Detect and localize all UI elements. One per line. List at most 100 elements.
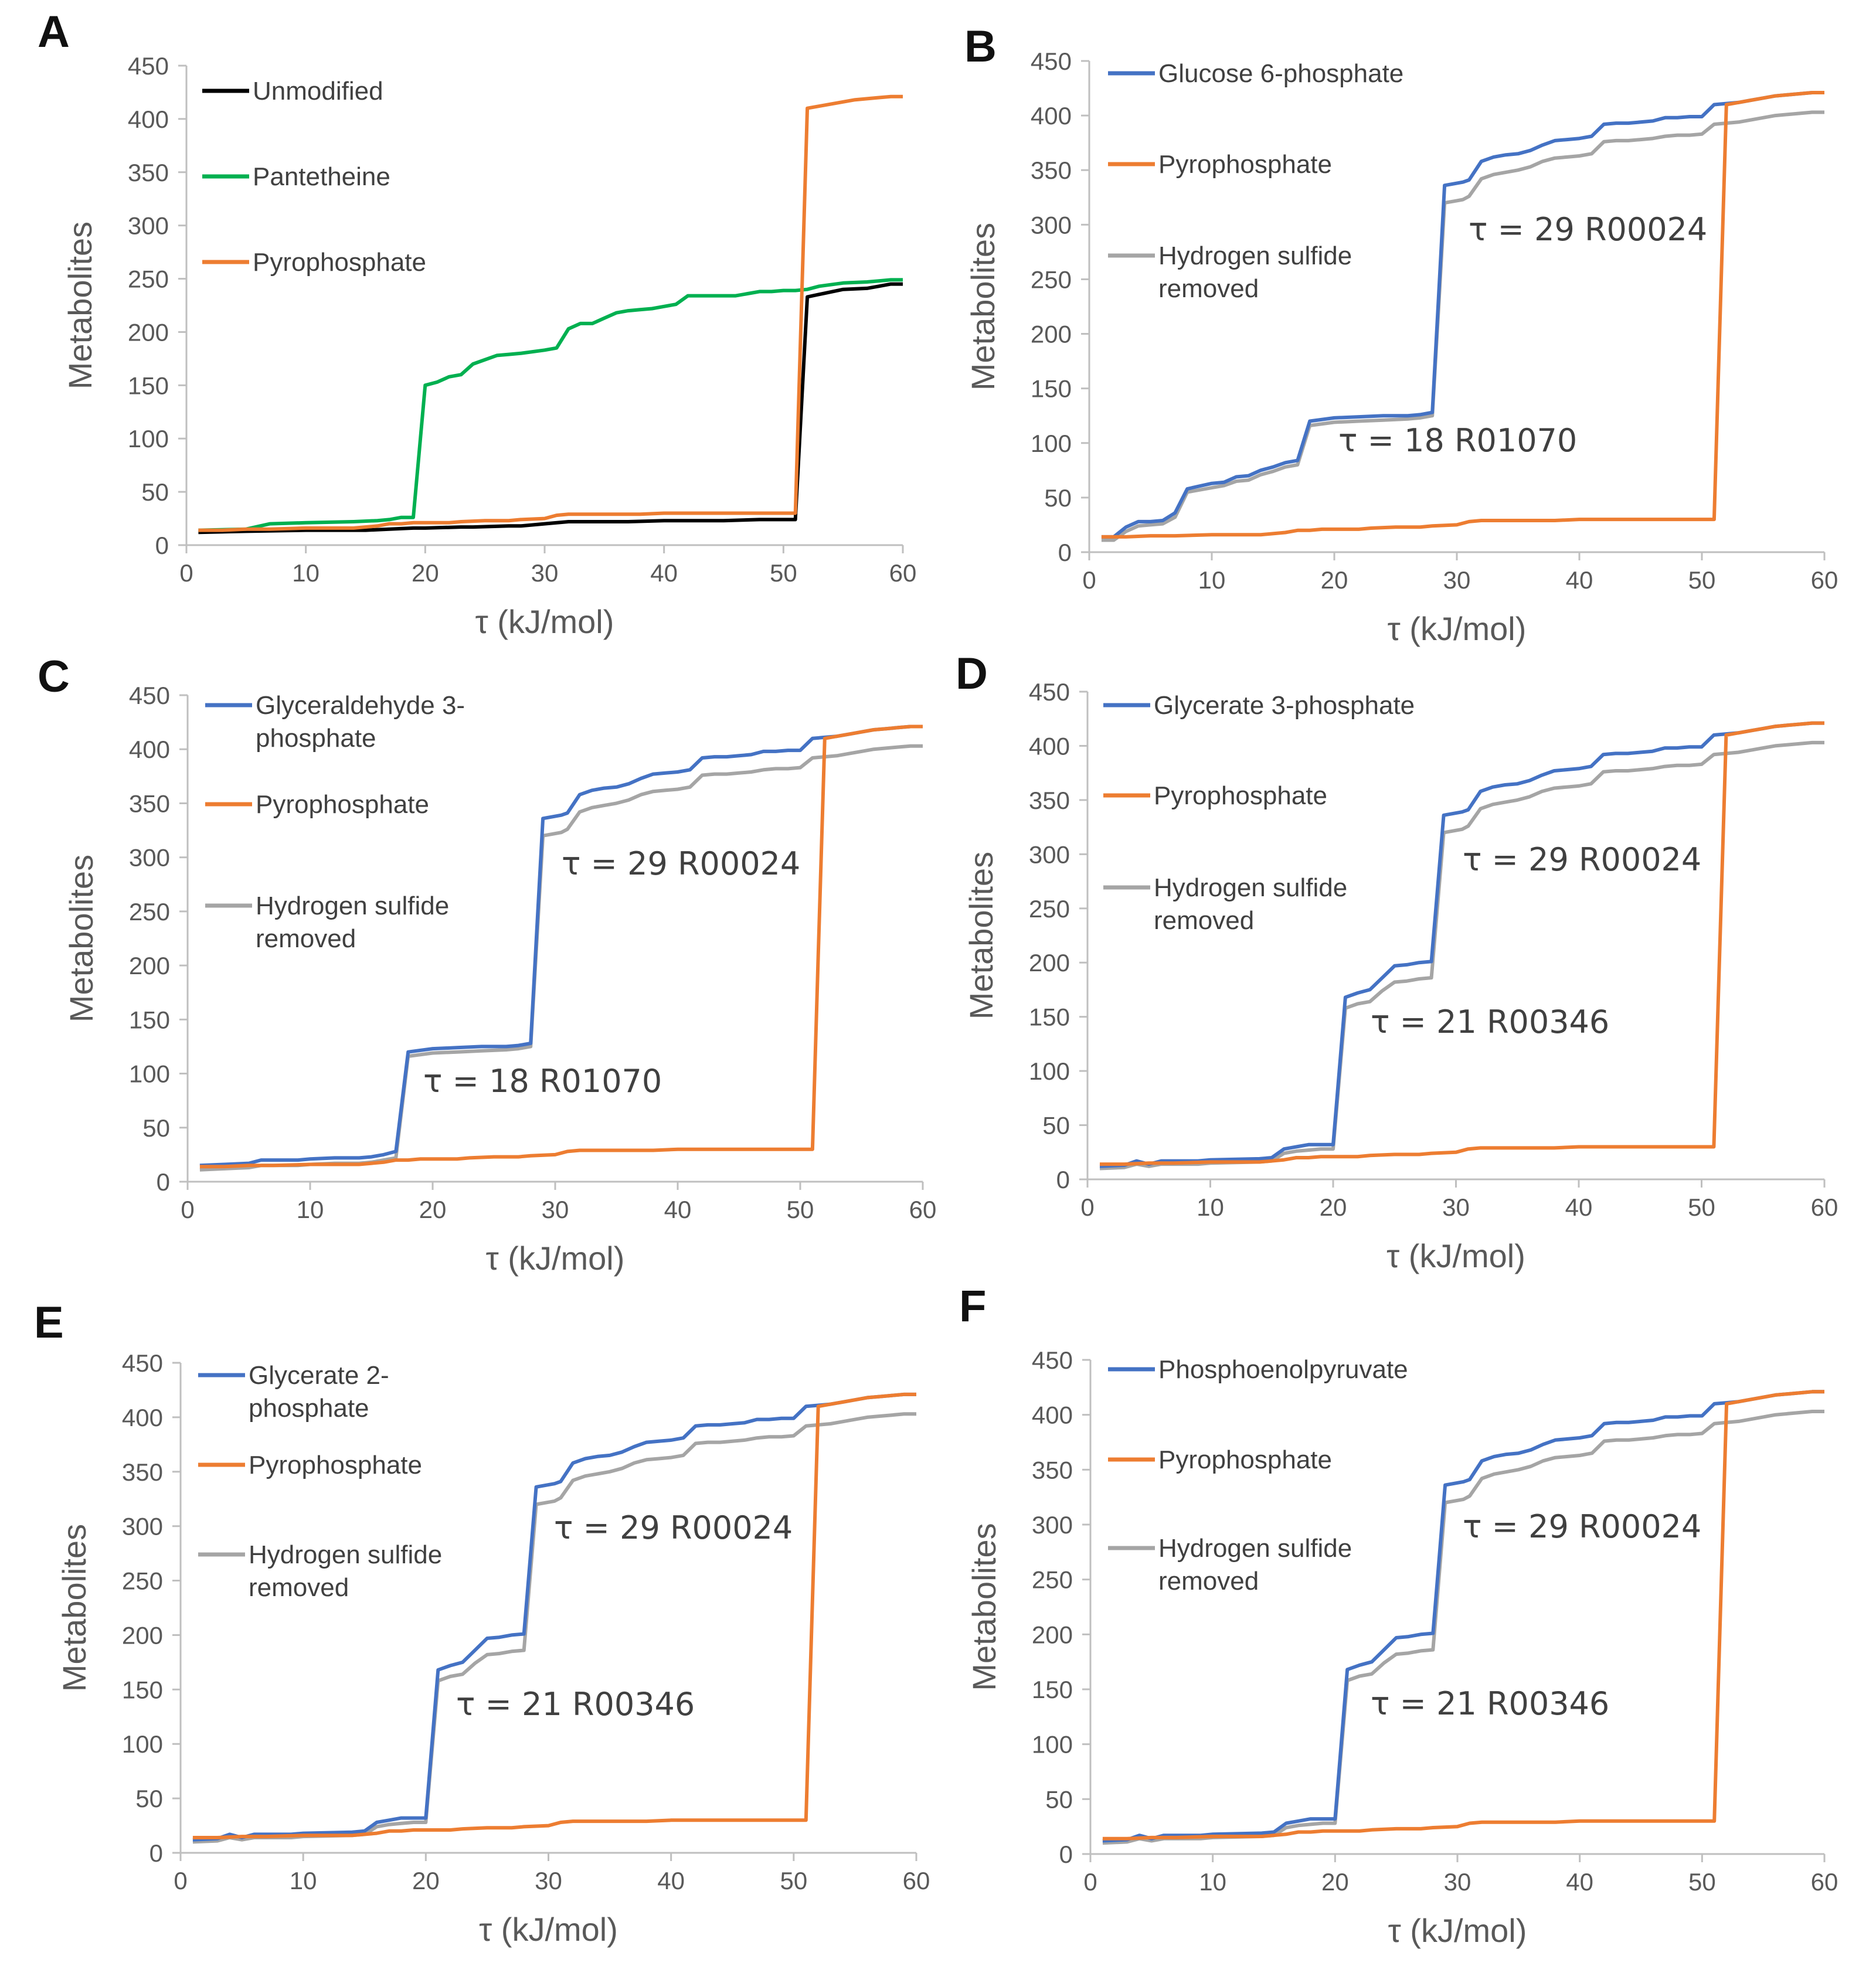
y-tick-label: 300 [1032,1511,1073,1539]
x-axis-title: τ (kJ/mol) [475,603,614,640]
y-axis-title: Metabolites [963,852,1000,1019]
x-tick-label: 40 [1565,1193,1593,1221]
y-tick-label: 150 [122,1676,163,1703]
y-tick-label: 450 [128,52,169,80]
y-tick-label: 400 [122,1404,163,1431]
panel-c: C 0 50 100 150 200 250 300 350 400 450 0 10 20 30 40 50 6… [38,652,936,1277]
annotation: τ = 21 R00346 [1371,1003,1609,1040]
annotation: τ = 29 R00024 [554,1509,793,1546]
x-tick-label: 60 [903,1867,930,1894]
y-tick-label: 150 [1029,1003,1070,1031]
series-line-pyrophosphate [192,1392,916,1839]
y-tick-label: 150 [1031,375,1072,403]
panel-letter: C [38,652,70,702]
y-tick-label: 100 [1029,1057,1070,1085]
y-tick-label: 150 [1032,1676,1073,1703]
y-tick-label: 350 [128,159,169,186]
x-tick-label: 60 [1811,566,1838,594]
legend-label: Hydrogen sulfide removed [1154,873,1347,935]
legend-label: Glyceraldehyde 3-phosphate [256,691,465,753]
x-tick-label: 0 [1080,1193,1094,1221]
y-tick-label: 400 [1032,1401,1073,1429]
legend-label: Hydrogen sulfide removed [256,892,449,953]
panel-letter: F [959,1281,986,1331]
x-tick-label: 10 [290,1867,317,1894]
y-tick-label: 50 [1042,1112,1070,1139]
x-tick-label: 30 [531,559,559,587]
series-line-hydrogen-sulfide-removed [192,1412,916,1844]
legend-label: Unmodified [253,77,383,106]
y-tick-label: 250 [1031,266,1072,293]
panel-e: E 0 50 100 150 200 250 300 350 400 450 0 10 20 30 40 50 6… [34,1298,930,1948]
annotation: τ = 29 R00024 [562,845,800,882]
y-tick-label: 250 [1029,895,1070,923]
legend-label: Pyrophosphate [253,248,426,277]
y-tick-label: 450 [122,1349,163,1377]
series-line-pyrophosphate [1101,91,1824,539]
legend-entry: Pyrophosphate [202,248,426,277]
y-tick-label: 50 [1044,484,1072,512]
x-tick-label: 0 [1083,1868,1097,1896]
x-tick-label: 10 [297,1196,324,1223]
x-tick-label: 40 [657,1867,685,1894]
x-axis-title: τ (kJ/mol) [479,1911,618,1948]
series-line-pyrophosphate [1102,1390,1824,1841]
x-tick-label: 60 [1811,1868,1838,1896]
legend-entry: Glycerate 2-phosphate [198,1361,389,1423]
legend-label: Hydrogen sulfide removed [1158,241,1352,303]
y-tick-label: 100 [129,1060,170,1088]
series-line-pyrophosphate [1100,721,1824,1166]
y-tick-label: 250 [128,266,169,293]
legend-label: Hydrogen sulfide removed [1158,1534,1352,1596]
x-tick-label: 40 [1566,566,1593,594]
y-axis-title: Metabolites [964,223,1001,390]
legend-entry: Hydrogen sulfide removed [205,892,449,953]
y-tick-label: 400 [1031,102,1072,130]
legend-entry: Glyceraldehyde 3-phosphate [205,691,465,753]
series-line-glycerate-2-phosphate [192,1392,916,1842]
y-tick-label: 300 [1031,211,1072,239]
annotation: τ = 21 R00346 [1371,1685,1609,1722]
series-line-pyrophosphate [199,724,923,1169]
series-line-phosphoenolpyruvate [1102,1390,1824,1843]
legend-entry: Hydrogen sulfide removed [198,1540,442,1602]
series-line-pyrophosphate [198,94,903,532]
x-tick-label: 30 [535,1867,562,1894]
x-tick-label: 50 [1688,1868,1716,1896]
panel-d: D 0 50 100 150 200 250 300 350 400 450 0 10 20 30 40 50 6… [956,649,1838,1274]
x-tick-label: 30 [1444,1868,1471,1896]
series-line-hydrogen-sulfide-removed [1102,1410,1824,1845]
x-tick-label: 50 [1688,1193,1715,1221]
legend-label: Pyrophosphate [249,1451,422,1479]
x-tick-label: 20 [412,1867,440,1894]
y-tick-label: 200 [1031,321,1072,348]
legend-entry: Hydrogen sulfide removed [1108,1534,1352,1596]
x-tick-label: 10 [292,559,320,587]
y-axis-title: Metabolites [966,1523,1002,1690]
y-tick-label: 0 [1058,539,1072,566]
legend-label: Glycerate 2-phosphate [249,1361,389,1423]
x-tick-label: 30 [1442,1193,1470,1221]
y-axis-title: Metabolites [62,222,98,389]
y-tick-label: 0 [1056,1166,1070,1193]
y-tick-label: 200 [1032,1621,1073,1648]
annotation: τ = 21 R00346 [456,1686,695,1723]
legend-label: Phosphoenolpyruvate [1158,1355,1408,1384]
legend-label: Hydrogen sulfide removed [249,1540,442,1602]
y-tick-label: 200 [122,1621,163,1649]
x-tick-label: 40 [1566,1868,1593,1896]
y-tick-label: 250 [1032,1566,1073,1594]
annotation: τ = 18 R01070 [1338,422,1577,459]
legend-entry: Hydrogen sulfide removed [1103,873,1347,935]
x-tick-label: 20 [1321,1868,1349,1896]
panel-letter: D [956,649,988,699]
y-tick-label: 300 [1029,841,1070,868]
y-tick-label: 250 [122,1567,163,1595]
y-tick-label: 0 [157,1168,170,1196]
x-tick-label: 40 [650,559,678,587]
y-tick-label: 350 [1031,157,1072,184]
y-tick-label: 0 [155,532,169,559]
legend-label: Pyrophosphate [256,790,429,819]
legend-label: Pantetheine [253,162,390,191]
x-tick-label: 60 [909,1196,937,1223]
